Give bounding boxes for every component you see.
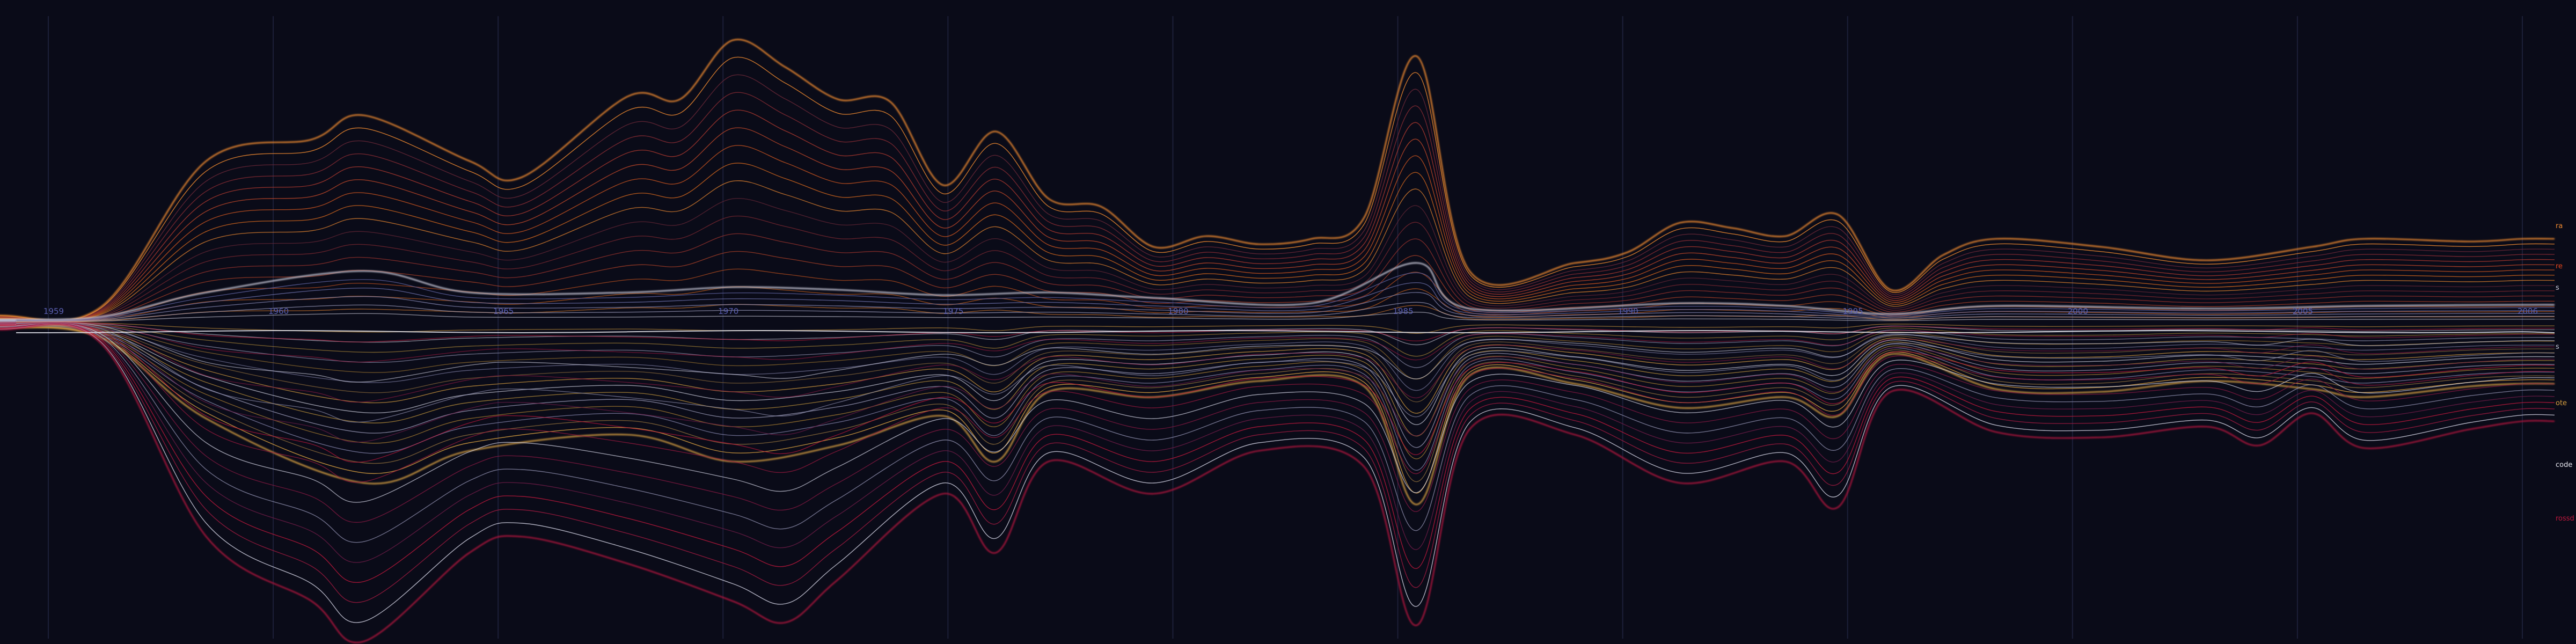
series-line xyxy=(0,251,2555,323)
edge-labels: ra re s s ote code rossd xyxy=(2556,222,2574,523)
series-line xyxy=(0,323,2555,414)
x-tick-label: 2006 xyxy=(2518,306,2538,316)
series-line xyxy=(0,323,2555,506)
series-line xyxy=(0,262,2555,322)
x-tick-label: 1995 xyxy=(1843,306,1863,316)
series-line xyxy=(0,324,2555,603)
x-tick-label: 1965 xyxy=(493,306,514,316)
series-end-label: ote xyxy=(2556,399,2567,407)
x-tick-label: 1990 xyxy=(1618,306,1638,316)
x-tick-label: 1970 xyxy=(718,306,738,316)
series-line xyxy=(0,145,2555,322)
series-end-label: rossd xyxy=(2556,515,2574,523)
series-line xyxy=(0,302,2555,322)
x-tick-label: 1975 xyxy=(943,306,963,316)
series-end-label: re xyxy=(2556,262,2563,270)
series-end-label: s xyxy=(2556,343,2559,351)
series-line xyxy=(0,215,2555,322)
series-line xyxy=(0,323,2555,563)
series-line xyxy=(0,322,2555,423)
series-line xyxy=(0,322,2555,403)
series-line xyxy=(0,74,2555,321)
series-line xyxy=(0,324,2555,643)
series-line xyxy=(0,321,2555,363)
series-line xyxy=(0,322,2555,368)
series-line xyxy=(0,323,2555,583)
series-line xyxy=(0,323,2555,523)
x-tick-label: 2005 xyxy=(2293,306,2313,316)
series-line xyxy=(0,92,2555,321)
series-line xyxy=(0,272,2555,321)
series-line xyxy=(0,163,2555,322)
series-line xyxy=(0,323,2555,459)
series-line xyxy=(0,282,2555,322)
series-line xyxy=(0,323,2555,463)
series-line xyxy=(0,268,2555,323)
series-line xyxy=(0,292,2555,322)
series-line xyxy=(0,323,2555,483)
series-line xyxy=(0,323,2555,471)
series-line xyxy=(0,180,2555,322)
x-tick-label: 1960 xyxy=(268,306,289,316)
series-line xyxy=(0,39,2555,321)
series-line xyxy=(0,323,2555,482)
grid-lines xyxy=(48,16,2523,639)
baseline-line xyxy=(16,330,2555,334)
series-line xyxy=(0,323,2555,503)
series-line xyxy=(0,233,2555,322)
series-line xyxy=(0,127,2555,321)
series-line xyxy=(0,197,2555,322)
series-line xyxy=(0,109,2555,321)
x-axis-ticks: 1959 1960 1965 1970 1975 1980 1985 1990 1995 2000… xyxy=(43,306,2538,316)
series-line xyxy=(0,323,2555,402)
series-line xyxy=(0,56,2555,321)
x-tick-label: 1959 xyxy=(43,306,64,316)
x-tick-label: 1985 xyxy=(1393,306,1413,316)
series-line xyxy=(0,321,2555,343)
x-tick-label: 1980 xyxy=(1168,306,1188,316)
stream-lines xyxy=(0,39,2555,643)
series-end-label: code xyxy=(2556,461,2572,469)
series-line xyxy=(0,322,2555,443)
series-end-label: ra xyxy=(2556,222,2563,230)
series-line xyxy=(0,323,2555,426)
series-line xyxy=(0,311,2555,323)
series-line xyxy=(0,324,2555,623)
series-line xyxy=(0,322,2555,357)
series-line xyxy=(0,323,2555,543)
series-line xyxy=(0,322,2555,383)
x-tick-label: 2000 xyxy=(2068,306,2088,316)
series-end-label: s xyxy=(2556,284,2559,292)
series-line xyxy=(0,323,2555,448)
series-line xyxy=(0,322,2555,391)
